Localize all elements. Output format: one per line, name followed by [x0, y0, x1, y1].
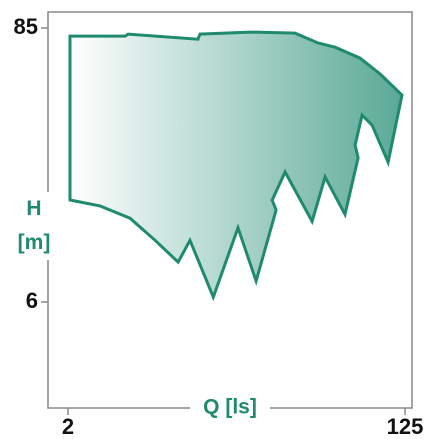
- x-tick-label: 125: [387, 414, 424, 439]
- x-tick-label: 2: [62, 414, 74, 439]
- x-axis-label: Q [ls]: [203, 396, 257, 419]
- y-axis-label: H [m]: [14, 192, 54, 260]
- y-tick-label: 6: [26, 288, 38, 313]
- area: [68, 30, 404, 302]
- y-tick-label: 85: [14, 14, 38, 39]
- x-label-bg: [190, 394, 270, 422]
